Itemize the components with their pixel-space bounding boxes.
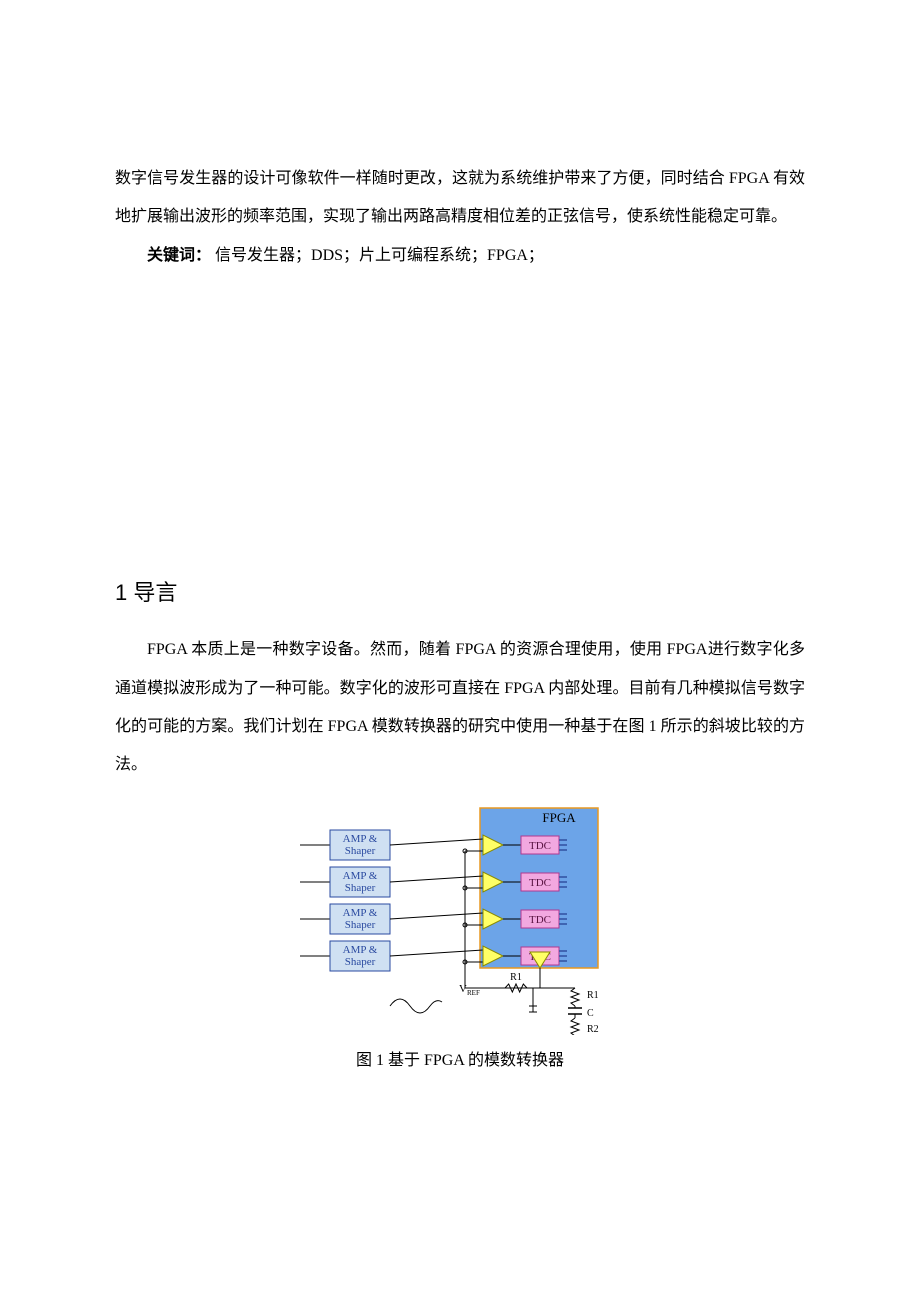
keywords-line: 关键词： 信号发生器；DDS；片上可编程系统；FPGA； [115, 237, 805, 275]
figure-1: FPGAAMP &ShaperTDCAMP &ShaperTDCAMP &Sha… [115, 805, 805, 1070]
section-1-title: 1 导言 [115, 575, 805, 607]
svg-text:Shaper: Shaper [345, 882, 376, 894]
figure-1-diagram: FPGAAMP &ShaperTDCAMP &ShaperTDCAMP &Sha… [295, 805, 625, 1035]
svg-text:TDC: TDC [529, 840, 551, 852]
svg-text:C: C [587, 1008, 594, 1019]
svg-text:R2: R2 [587, 1024, 599, 1035]
keywords-text: 信号发生器；DDS；片上可编程系统；FPGA； [211, 247, 544, 264]
figure-1-caption: 图 1 基于 FPGA 的模数转换器 [115, 1046, 805, 1070]
svg-text:TDC: TDC [529, 914, 551, 926]
svg-text:FPGA: FPGA [542, 810, 576, 825]
svg-text:Shaper: Shaper [345, 919, 376, 931]
svg-text:AMP &: AMP & [343, 870, 378, 882]
svg-text:Shaper: Shaper [345, 956, 376, 968]
section-1-number: 1 [115, 580, 127, 605]
svg-text:R1: R1 [587, 990, 599, 1001]
svg-text:R1: R1 [510, 972, 522, 983]
svg-text:REF: REF [467, 989, 480, 997]
svg-text:AMP &: AMP & [343, 833, 378, 845]
svg-text:TDC: TDC [529, 877, 551, 889]
keywords-label: 关键词： [147, 247, 211, 264]
svg-text:V: V [459, 983, 467, 995]
svg-text:Shaper: Shaper [345, 845, 376, 857]
section-1-para-1: FPGA 本质上是一种数字设备。然而，随着 FPGA 的资源合理使用，使用 FP… [115, 631, 805, 785]
abstract-tail: 数字信号发生器的设计可像软件一样随时更改，这就为系统维护带来了方便，同时结合 F… [115, 160, 805, 237]
svg-text:AMP &: AMP & [343, 907, 378, 919]
svg-text:AMP &: AMP & [343, 944, 378, 956]
section-1-heading: 导言 [133, 580, 177, 605]
